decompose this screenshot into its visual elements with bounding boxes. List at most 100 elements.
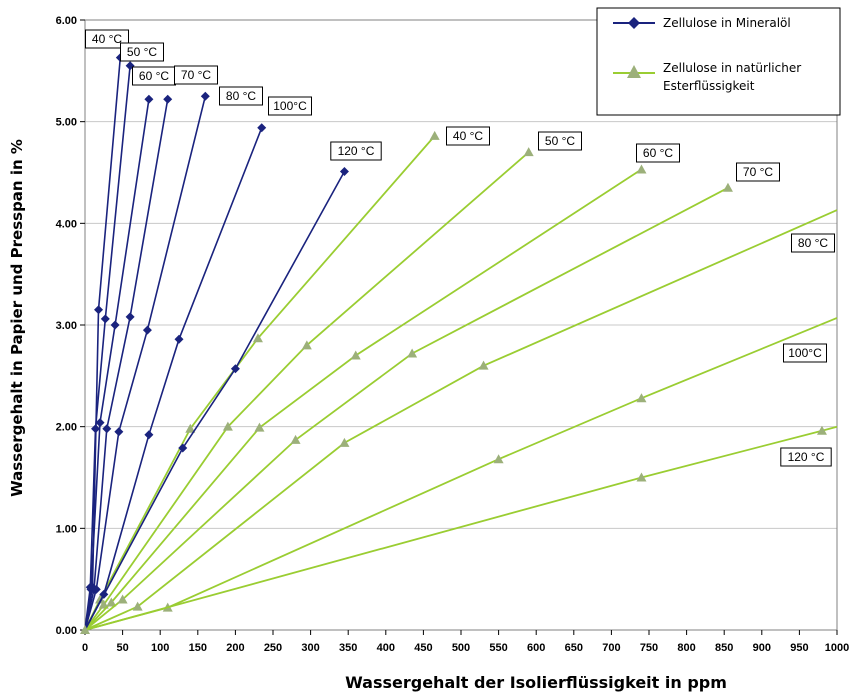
mineral-line-4 [84,96,207,631]
series-layer [80,53,838,634]
ester-point [636,472,647,482]
mineral-point [339,166,349,176]
temp-label-text: 60 °C [139,69,169,83]
x-tick-label: 600 [527,642,545,654]
x-tick-label: 400 [377,642,395,654]
ester-point [407,348,418,358]
origin-point [80,625,90,634]
ester-point [117,594,128,604]
temp-label-box [780,447,832,467]
x-tick-label: 350 [339,642,357,654]
x-tick-label: 450 [414,642,432,654]
mineral-point [100,314,110,324]
ticks-layer: 0.00 1.00 2.00 3.00 4.00 5.00 6.00 0 50 100 150 200… [56,15,850,654]
x-tick-label: 250 [264,642,282,654]
x-tick-label: 150 [189,642,207,654]
x-tick-label: 0 [82,642,88,654]
temp-label-text: 70 °C [743,165,773,179]
temp-label-ester-0: 40 °C [446,126,490,146]
mineral-point [102,424,112,434]
x-axis-title: Wassergehalt der Isolierflüssigkeit in p… [345,673,727,692]
mineral-point [94,305,104,315]
legend-box [596,7,841,116]
temp-label-text: 40 °C [453,129,483,143]
labels-layer: 40 °C 50 °C 60 °C 70 °C 80 °C 100°C 120 °C 40 °… [85,29,835,467]
x-tick-label: 500 [452,642,470,654]
legend-label-ester-line2: Esterflüssigkeit [663,79,755,93]
x-tick-label: 800 [677,642,695,654]
ester-point [493,454,504,464]
y-tick-label: 1.00 [56,523,77,535]
temp-label-mineral-1: 50 °C [120,42,164,62]
ester-point [254,422,265,432]
ester-point [478,360,489,370]
ester-point [722,182,733,192]
ester-point [106,597,117,607]
legend-label-ester: Zellulose in natürlicher Esterflüssigkei… [663,61,805,93]
x-tick-label: 900 [753,642,771,654]
temp-label-box [330,141,382,161]
ester-point [636,393,647,403]
y-tick-label: 3.00 [56,320,77,332]
temp-label-ester-5: 100°C [783,343,827,363]
x-tick-label: 650 [565,642,583,654]
temp-label-text: 60 °C [643,146,673,160]
mineral-point [125,312,135,322]
temp-label-ester-3: 70 °C [736,162,780,182]
temp-label-box [174,65,218,85]
ester-point [301,340,312,350]
mineral-point [163,94,173,104]
y-tick-label: 5.00 [56,117,77,129]
temp-label-ester-6: 120 °C [780,447,832,467]
mineral-point [91,424,101,434]
temp-label-text: 120 °C [788,450,825,464]
y-tick-label: 6.00 [56,15,77,27]
legend-label-mineral: Zellulose in Mineralöl [663,16,791,30]
ester-point [816,425,827,435]
mineral-point [114,427,124,437]
temp-label-box [538,131,582,151]
ester-line-5 [84,317,838,631]
x-tick-label: 750 [640,642,658,654]
ester-line-6 [84,425,838,631]
temp-label-mineral-5: 100°C [268,96,312,116]
ester-point [523,147,534,157]
ester-point [339,437,350,447]
ester-point [185,423,196,433]
ester-point [636,164,647,174]
mineral-point [144,94,154,104]
ester-point [222,421,233,431]
ester-point [252,333,263,343]
temp-label-text: 80 °C [798,236,828,250]
ester-point [429,130,440,140]
ester-point [290,434,301,444]
temp-label-ester-1: 50 °C [538,131,582,151]
ester-point [350,350,361,360]
temp-label-text: 70 °C [181,68,211,82]
mineral-point [257,123,267,133]
temp-label-box [791,233,835,253]
y-tick-label: 2.00 [56,422,77,434]
x-tick-label: 100 [151,642,169,654]
y-tick-label: 4.00 [56,218,77,230]
mineral-point [91,584,101,594]
mineral-point [142,325,152,335]
legend-triangle-icon [627,65,641,78]
x-tick-label: 300 [301,642,319,654]
mineral-point [144,430,154,440]
temp-label-box [268,96,312,116]
mineral-point [230,364,240,374]
temp-label-box [783,343,827,363]
temp-label-mineral-6: 120 °C [330,141,382,161]
temp-label-box [736,162,780,182]
x-tick-label: 850 [715,642,733,654]
temp-label-text: 50 °C [127,45,157,59]
temp-label-box [120,42,164,62]
temp-label-box [636,143,680,163]
ester-point [98,599,109,609]
ester-point [95,594,106,604]
mineral-point [178,443,188,453]
temp-label-text: 80 °C [226,89,256,103]
temp-label-text: 40 °C [92,32,122,46]
y-tick-label: 0.00 [56,625,77,637]
